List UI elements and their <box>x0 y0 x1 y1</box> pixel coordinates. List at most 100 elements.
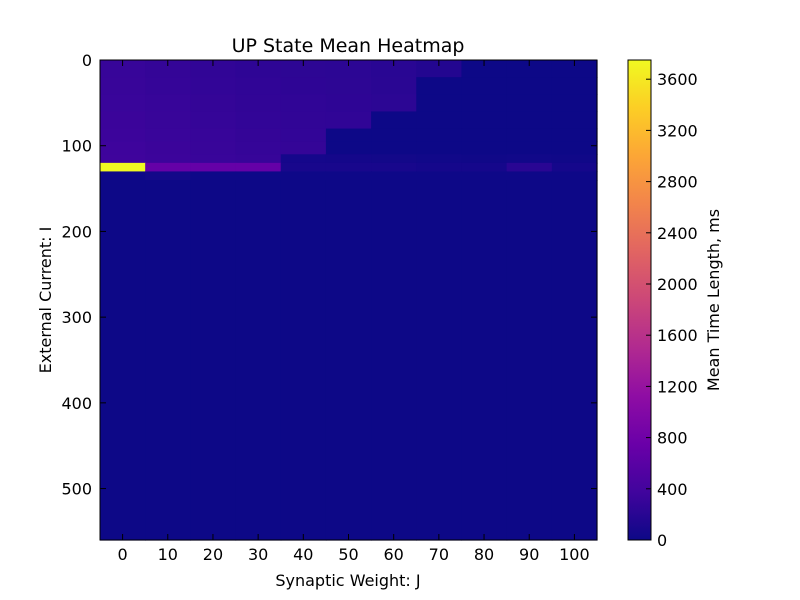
heatmap-cell <box>461 111 508 130</box>
heatmap-cell <box>506 77 553 95</box>
y-tick-label: 400 <box>61 394 92 413</box>
heatmap-cell <box>100 94 146 113</box>
heatmap-cell <box>506 180 553 541</box>
heatmap-cell <box>416 171 463 181</box>
colorbar-tick-label: 3600 <box>657 70 698 89</box>
heatmap-cell <box>461 94 508 113</box>
heatmap-cells <box>100 60 598 541</box>
x-tick-label: 90 <box>519 545 539 564</box>
heatmap-cell <box>190 141 237 155</box>
chart-title: UP State Mean Heatmap <box>232 35 465 57</box>
heatmap-cell <box>371 180 417 541</box>
heatmap-cell <box>190 154 237 164</box>
heatmap-cell <box>461 141 508 155</box>
x-axis: 0 10 20 30 40 50 60 70 80 90 100 <box>117 60 590 564</box>
x-tick-label: 70 <box>429 545 449 564</box>
x-tick-label: 60 <box>384 545 404 564</box>
heatmap-cell <box>145 171 191 181</box>
heatmap-cell <box>325 141 372 155</box>
heatmap-cell <box>325 162 372 173</box>
heatmap-cell <box>551 180 598 541</box>
heatmap-cell <box>371 128 417 143</box>
heatmap-cell <box>551 171 598 181</box>
heatmap-cell <box>235 128 282 143</box>
heatmap-cell <box>190 171 237 181</box>
heatmap-cell <box>145 111 191 130</box>
heatmap-cell <box>100 171 146 181</box>
colorbar-title: Mean Time Length, ms <box>704 209 723 391</box>
x-tick-label: 30 <box>248 545 268 564</box>
heatmap-cell <box>506 171 553 181</box>
colorbar-tick-label: 0 <box>657 531 667 550</box>
heatmap-cell <box>235 154 282 164</box>
heatmap-cell <box>506 141 553 155</box>
heatmap-cell <box>461 60 508 78</box>
heatmap-cell <box>235 60 282 78</box>
heatmap-cell <box>100 111 146 130</box>
heatmap-cell <box>325 180 372 541</box>
heatmap-cell <box>145 180 191 541</box>
colorbar-tick-label: 2000 <box>657 275 698 294</box>
heatmap-cell <box>235 180 282 541</box>
colorbar-tick-label: 800 <box>657 429 688 448</box>
y-axis-title: External Current: I <box>36 227 55 374</box>
heatmap-cell <box>416 162 463 173</box>
heatmap-cell <box>551 94 598 113</box>
heatmap-cell <box>325 77 372 95</box>
heatmap-cell <box>416 180 463 541</box>
colorbar-tick-label: 400 <box>657 480 688 499</box>
heatmap-cell <box>100 180 146 541</box>
x-tick-label: 80 <box>474 545 494 564</box>
heatmap-cell <box>551 162 598 173</box>
heatmap-cell <box>551 60 598 78</box>
heatmap-cell <box>190 94 237 113</box>
heatmap-cell <box>506 94 553 113</box>
colorbar-tick-label: 1200 <box>657 377 698 396</box>
heatmap-cell <box>371 94 417 113</box>
heatmap-cell <box>551 111 598 130</box>
x-tick-label: 20 <box>203 545 223 564</box>
heatmap-cell <box>551 128 598 143</box>
heatmap-cell <box>100 162 146 173</box>
heatmap-cell <box>235 141 282 155</box>
heatmap-cell <box>235 77 282 95</box>
y-tick-label: 0 <box>82 51 92 70</box>
heatmap-cell <box>416 60 463 78</box>
heatmap-cell <box>506 60 553 78</box>
heatmap-cell <box>325 171 372 181</box>
heatmap-cell <box>506 162 553 173</box>
x-tick-label: 100 <box>559 545 590 564</box>
heatmap-cell <box>280 77 327 95</box>
heatmap-cell <box>280 171 327 181</box>
heatmap-cell <box>145 162 191 173</box>
heatmap-cell <box>100 60 146 78</box>
heatmap-cell <box>145 128 191 143</box>
heatmap-cell <box>461 154 508 164</box>
heatmap-cell <box>280 141 327 155</box>
heatmap-cell <box>100 141 146 155</box>
heatmap-cell <box>100 77 146 95</box>
heatmap-cell <box>506 111 553 130</box>
x-tick-label: 40 <box>293 545 313 564</box>
heatmap-cell <box>280 162 327 173</box>
heatmap-cell <box>325 60 372 78</box>
y-tick-label: 200 <box>61 222 92 241</box>
heatmap-cell <box>190 128 237 143</box>
heatmap-cell <box>190 111 237 130</box>
y-tick-label: 500 <box>61 480 92 499</box>
heatmap-cell <box>235 162 282 173</box>
colorbar-tick-label: 1600 <box>657 326 698 345</box>
heatmap-cell <box>371 77 417 95</box>
heatmap-cell <box>551 154 598 164</box>
heatmap-cell <box>461 128 508 143</box>
heatmap-cell <box>416 111 463 130</box>
x-axis-title: Synaptic Weight: J <box>275 571 420 590</box>
heatmap-cell <box>461 180 508 541</box>
y-tick-label: 100 <box>61 137 92 156</box>
heatmap-cell <box>280 94 327 113</box>
heatmap-cell <box>371 60 417 78</box>
x-tick-label: 0 <box>117 545 127 564</box>
x-tick-label: 10 <box>158 545 178 564</box>
x-tick-label: 50 <box>338 545 358 564</box>
